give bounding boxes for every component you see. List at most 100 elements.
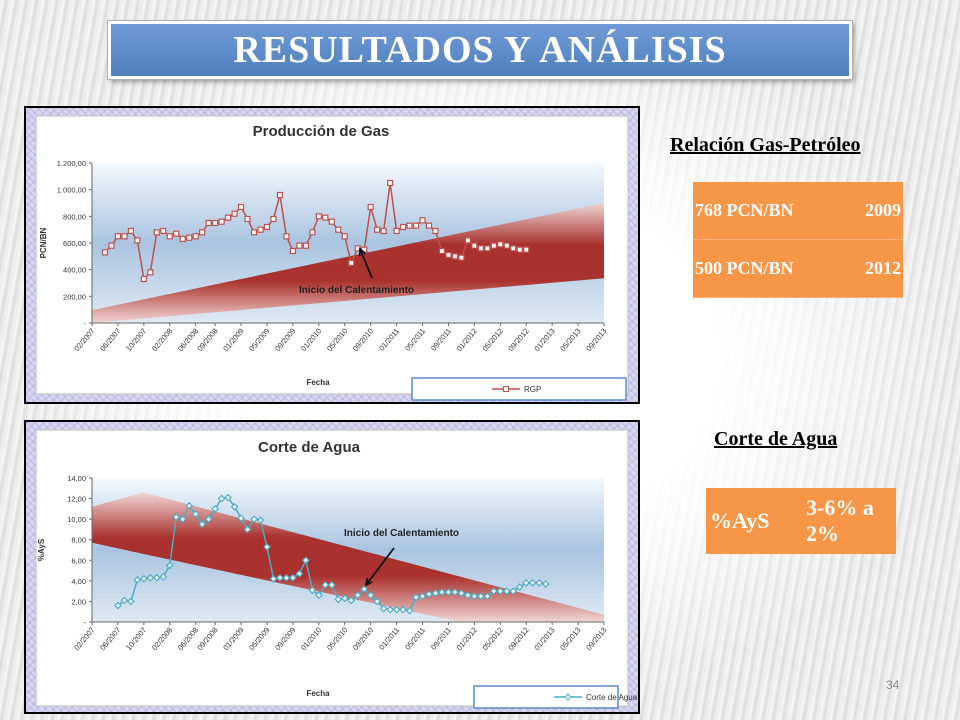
y-tick-label: -: [84, 319, 87, 328]
data-point: [309, 229, 316, 236]
data-point: [379, 604, 388, 613]
trend-band: [92, 203, 604, 323]
data-point: [516, 246, 523, 253]
y-tick-label: 600,00: [63, 239, 86, 248]
data-point: [282, 573, 291, 582]
data-point: [225, 214, 232, 221]
legend-label: Corte de Agua: [586, 693, 638, 702]
data-point: [497, 241, 504, 248]
data-point: [121, 233, 128, 240]
trend-band: [92, 492, 604, 622]
data-point: [510, 245, 517, 252]
data-point: [250, 515, 258, 523]
data-point: [276, 191, 284, 199]
data-point: [108, 242, 115, 249]
y-tick-label: 6,00: [71, 556, 86, 565]
gor-year-cell: 2009: [847, 182, 903, 240]
x-axis-label: Fecha: [306, 689, 330, 698]
y-tick-label: 8,00: [71, 536, 86, 545]
data-point: [276, 573, 284, 582]
data-point: [237, 203, 245, 211]
slide-number: 34: [886, 678, 900, 692]
data-point: [405, 606, 414, 615]
gor-year-cell: 2012: [847, 239, 903, 299]
y-tick-label: 1.200,00: [57, 159, 86, 168]
annotation-arrow: [365, 547, 395, 586]
data-point: [484, 245, 491, 252]
data-point: [198, 520, 207, 529]
data-point: [445, 251, 452, 259]
data-point: [120, 596, 129, 605]
data-point: [256, 516, 265, 525]
data-point: [386, 605, 394, 614]
data-point: [224, 493, 232, 502]
data-point: [341, 233, 348, 240]
data-point: [387, 179, 394, 187]
data-point: [419, 217, 426, 224]
data-point: [334, 595, 343, 604]
data-point: [315, 213, 322, 220]
data-point: [296, 242, 303, 249]
data-point: [457, 589, 466, 598]
data-point: [458, 254, 465, 261]
data-point: [237, 514, 245, 522]
y-tick-label: 1.000,00: [57, 186, 86, 195]
data-point: [490, 242, 497, 249]
data-point: [348, 259, 355, 267]
data-point: [503, 242, 510, 249]
ays-value-cell: 3-6% a 2%: [806, 495, 874, 546]
data-point: [133, 575, 142, 584]
data-point: [204, 515, 213, 523]
data-point: [308, 586, 317, 594]
annotation-arrow: [359, 248, 373, 279]
data-point: [432, 227, 439, 235]
data-point: [322, 214, 329, 221]
data-point: [212, 219, 219, 227]
data-point: [425, 590, 433, 599]
data-point: [438, 247, 446, 255]
data-point: [477, 245, 484, 252]
data-point: [328, 218, 335, 225]
data-point: [244, 215, 251, 223]
data-point: [192, 233, 199, 240]
y-tick-label: 800,00: [63, 212, 86, 221]
data-point: [367, 203, 374, 211]
gas-chart-svg: Producción de Gas - 200,00 400,00 600,00 800,…: [35, 115, 629, 401]
data-point: [211, 505, 219, 513]
data-point: [185, 501, 194, 510]
data-point: [374, 226, 381, 233]
y-tick-label: 200,00: [63, 292, 86, 301]
gas-oil-ratio-table: 768 PCN/BN 2009 500 PCN/BN 2012: [693, 182, 903, 299]
y-tick-label: 4,00: [71, 577, 86, 586]
water-cut-table: %AyS 3-6% a 2%: [706, 488, 896, 554]
data-point: [471, 242, 478, 249]
gas-production-chart: Producción de Gas - 200,00 400,00 600,00 800,…: [24, 106, 640, 404]
data-point: [502, 587, 511, 595]
data-point: [231, 210, 238, 217]
data-point: [464, 591, 472, 600]
data-point: [217, 494, 226, 503]
data-point: [179, 235, 186, 243]
data-point: [165, 561, 174, 570]
data-point: [470, 592, 479, 601]
legend-box: [473, 685, 619, 709]
table-row: %AyS 3-6% a 2%: [706, 488, 896, 554]
y-tick-label: -: [84, 618, 87, 627]
data-point: [314, 591, 323, 600]
data-point: [399, 223, 407, 231]
y-tick-label: 10,00: [67, 515, 86, 524]
data-point: [139, 574, 148, 583]
data-point: [172, 513, 181, 521]
ays-label-cell: %AyS: [710, 508, 770, 533]
data-point: [270, 215, 277, 223]
data-point: [464, 237, 471, 244]
data-point: [302, 556, 310, 565]
data-point: [250, 229, 258, 236]
title-banner: RESULTADOS Y ANÁLISIS: [107, 20, 853, 80]
data-point: [340, 594, 349, 603]
data-point: [399, 605, 407, 614]
data-point: [528, 579, 537, 587]
annotation-arrowhead: [358, 247, 366, 257]
data-point: [431, 589, 440, 598]
data-point: [295, 569, 304, 578]
